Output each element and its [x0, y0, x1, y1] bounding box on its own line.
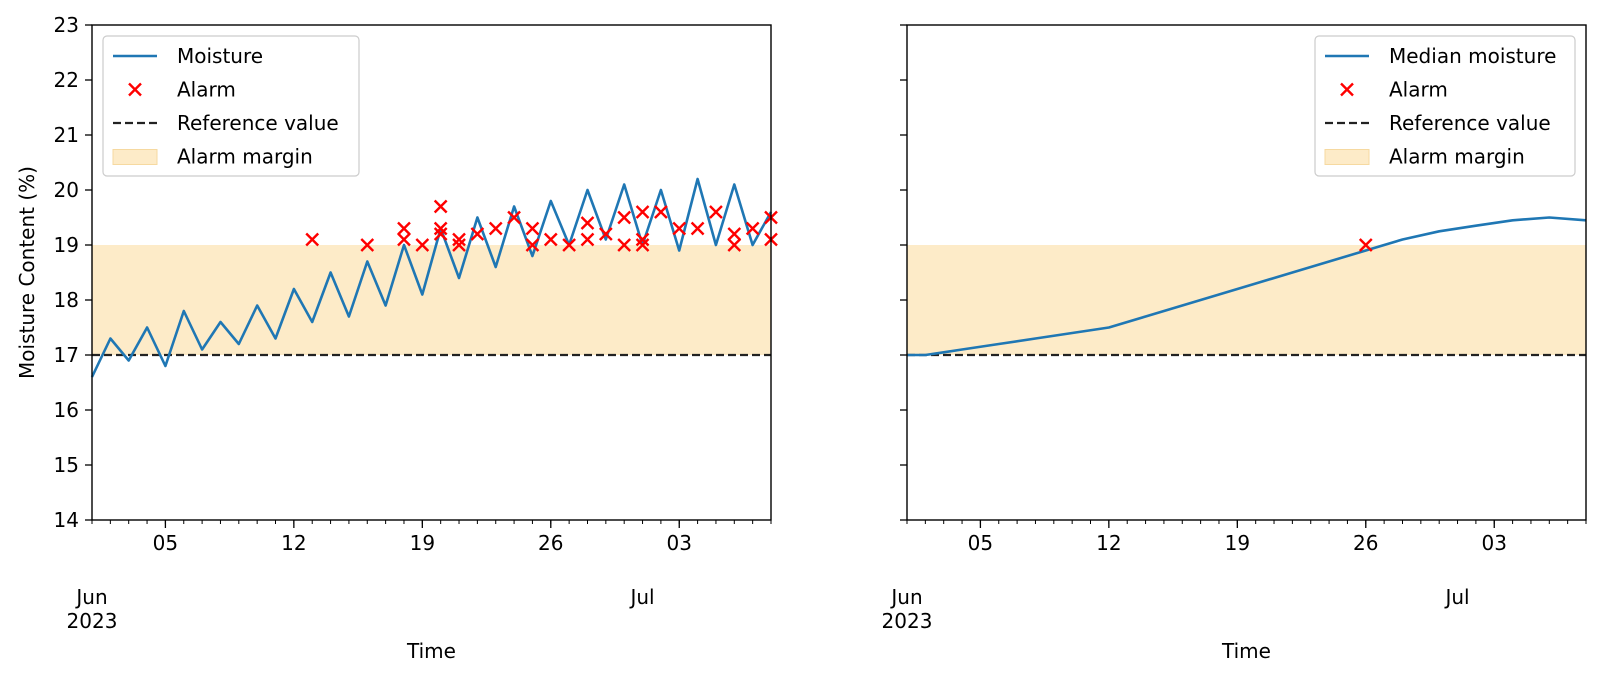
- alarm-marker: [452, 238, 466, 252]
- y-tick-label: 16: [54, 398, 79, 422]
- moisture-line: [90, 177, 773, 378]
- x-tick-label: 03: [1482, 531, 1507, 555]
- alarm-marker: [470, 227, 485, 241]
- legend-band-swatch: [1324, 149, 1370, 165]
- alarm-marker: [433, 221, 448, 236]
- alarm-marker: [654, 205, 668, 219]
- moisture-line: [907, 216, 1587, 357]
- legend-box: [1314, 35, 1576, 177]
- plot-frame: [91, 24, 772, 521]
- legend-entry-label: Moisture: [177, 44, 263, 68]
- alarm-marker: [452, 232, 466, 247]
- x-month-label: Jul: [1443, 585, 1469, 609]
- alarm-marker: [525, 221, 540, 236]
- plot-frame: [906, 24, 1587, 521]
- legend-entry-label: Alarm: [1389, 78, 1448, 102]
- y-tick-label: 18: [54, 288, 79, 312]
- moisture-chart-panel: 14 15 16 17 18 19 20 21 22 23 Moisture Content (%)…: [15, 13, 778, 663]
- x-month-label: 2023: [67, 609, 118, 633]
- x-tick-label: 26: [1353, 531, 1378, 555]
- alarm-marker: [1358, 238, 1373, 252]
- y-tick-label: 20: [54, 178, 79, 202]
- alarm-marker: [727, 238, 742, 252]
- x-tick-label: 26: [538, 531, 563, 555]
- y-axis-label: Moisture Content (%): [15, 166, 39, 379]
- x-month-label: Jun: [74, 585, 107, 609]
- legend: Moisture Alarm Reference value Alarm margin: [102, 35, 360, 177]
- x-tick-label: 12: [1096, 531, 1121, 555]
- alarm-marker: [397, 221, 411, 236]
- y-tick-label: 21: [54, 123, 79, 147]
- alarm-marker: [617, 238, 632, 252]
- y-tick-label: 17: [54, 343, 79, 367]
- alarm-marker: [727, 227, 742, 241]
- alarm-marker: [305, 232, 320, 247]
- y-tick-label: 22: [54, 68, 79, 92]
- alarm-marker: [433, 227, 448, 241]
- alarm-marker: [415, 238, 430, 252]
- alarm-marker: [617, 210, 632, 225]
- x-tick-label: 19: [410, 531, 435, 555]
- x-month-label: 2023: [882, 609, 933, 633]
- x-axis-label: Time: [1221, 639, 1271, 663]
- x-tick-label: 05: [968, 531, 993, 555]
- alarm-marker: [488, 221, 503, 236]
- alarm-margin-band: [907, 245, 1586, 355]
- legend-entry-label: Reference value: [177, 111, 339, 135]
- legend: Median moisture Alarm Reference value Alarm…: [1314, 35, 1576, 177]
- alarm-marker: [745, 221, 760, 236]
- legend-marker-swatch: [1340, 82, 1354, 97]
- x-month-label: Jun: [889, 585, 922, 609]
- alarm-marker: [635, 205, 650, 219]
- y-tick-label: 23: [54, 13, 79, 37]
- alarm-marker: [598, 227, 613, 241]
- alarm-marker: [580, 216, 595, 230]
- alarm-marker: [635, 232, 650, 247]
- x-tick-label: 12: [281, 531, 306, 555]
- x-month-label: Jul: [628, 585, 654, 609]
- y-tick-label: 15: [54, 453, 79, 477]
- legend-entry-label: Median moisture: [1389, 44, 1556, 68]
- legend-entry-label: Reference value: [1389, 111, 1551, 135]
- alarm-marker: [709, 205, 723, 219]
- alarm-marker: [562, 238, 576, 252]
- alarm-marker: [672, 221, 687, 236]
- alarm-marker: [360, 238, 375, 252]
- alarm-marker: [507, 210, 521, 225]
- legend-entry-label: Alarm margin: [177, 145, 313, 169]
- legend-band-swatch: [112, 149, 158, 165]
- x-tick-label: 05: [153, 531, 178, 555]
- alarm-marker: [433, 199, 448, 214]
- legend-box: [102, 35, 360, 177]
- y-tick-label: 19: [54, 233, 79, 257]
- legend-entry-label: Alarm: [177, 78, 236, 102]
- alarm-marker: [525, 238, 540, 252]
- alarm-marker: [580, 232, 595, 247]
- x-tick-label: 03: [667, 531, 692, 555]
- x-axis-label: Time: [406, 639, 456, 663]
- alarm-marker: [543, 232, 558, 247]
- x-tick-label: 19: [1225, 531, 1250, 555]
- legend-entry-label: Alarm margin: [1389, 145, 1525, 169]
- y-tick-label: 14: [54, 508, 79, 532]
- alarm-marker: [635, 238, 650, 252]
- alarm-marker: [690, 221, 705, 236]
- legend-marker-swatch: [128, 82, 142, 97]
- alarm-marker: [397, 232, 411, 247]
